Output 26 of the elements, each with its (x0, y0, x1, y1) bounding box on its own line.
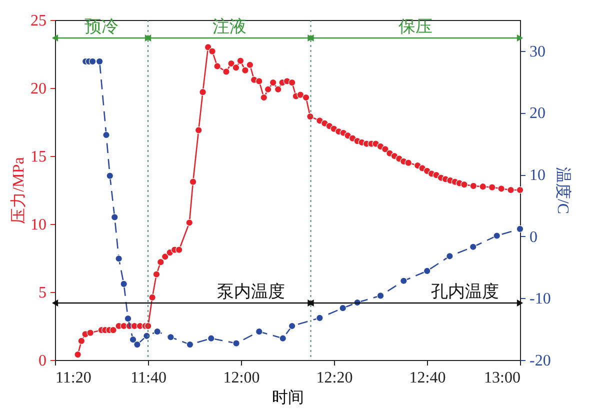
annotation: 预冷 (84, 17, 119, 36)
y-tick-label: 25 (30, 12, 46, 30)
x-tick-label: 11:20 (56, 370, 92, 386)
x-tick-label: 12:20 (316, 370, 353, 386)
y2-tick-label: 10 (530, 167, 546, 184)
x-tick-label: 13:00 (484, 370, 520, 386)
annotation: 孔内温度 (431, 282, 500, 301)
y2-axis-title: 温度/C (554, 166, 572, 214)
y2-tick-label: -10 (530, 290, 551, 308)
annotation: 注液 (212, 17, 246, 36)
y2-tick-label: -20 (530, 352, 551, 370)
y2-tick-label: 20 (530, 105, 546, 122)
annotation: 泵内温度 (217, 282, 286, 301)
annotation: 保压 (398, 17, 432, 36)
y2-tick-label: 0 (530, 228, 538, 246)
y-tick-label: 20 (30, 80, 46, 98)
x-tick-label: 12:40 (409, 370, 446, 386)
y-tick-label: 0 (38, 352, 46, 370)
y-tick-label: 5 (38, 284, 46, 302)
x-tick-label: 12:00 (223, 370, 260, 386)
y2-tick-label: 30 (530, 43, 546, 60)
x-axis-title: 时间 (272, 388, 304, 406)
x-tick-label: 11:40 (130, 370, 166, 386)
y-tick-label: 15 (30, 148, 46, 166)
y-axis-title: 压力/MPa (10, 157, 28, 224)
y-tick-label: 10 (30, 216, 46, 234)
